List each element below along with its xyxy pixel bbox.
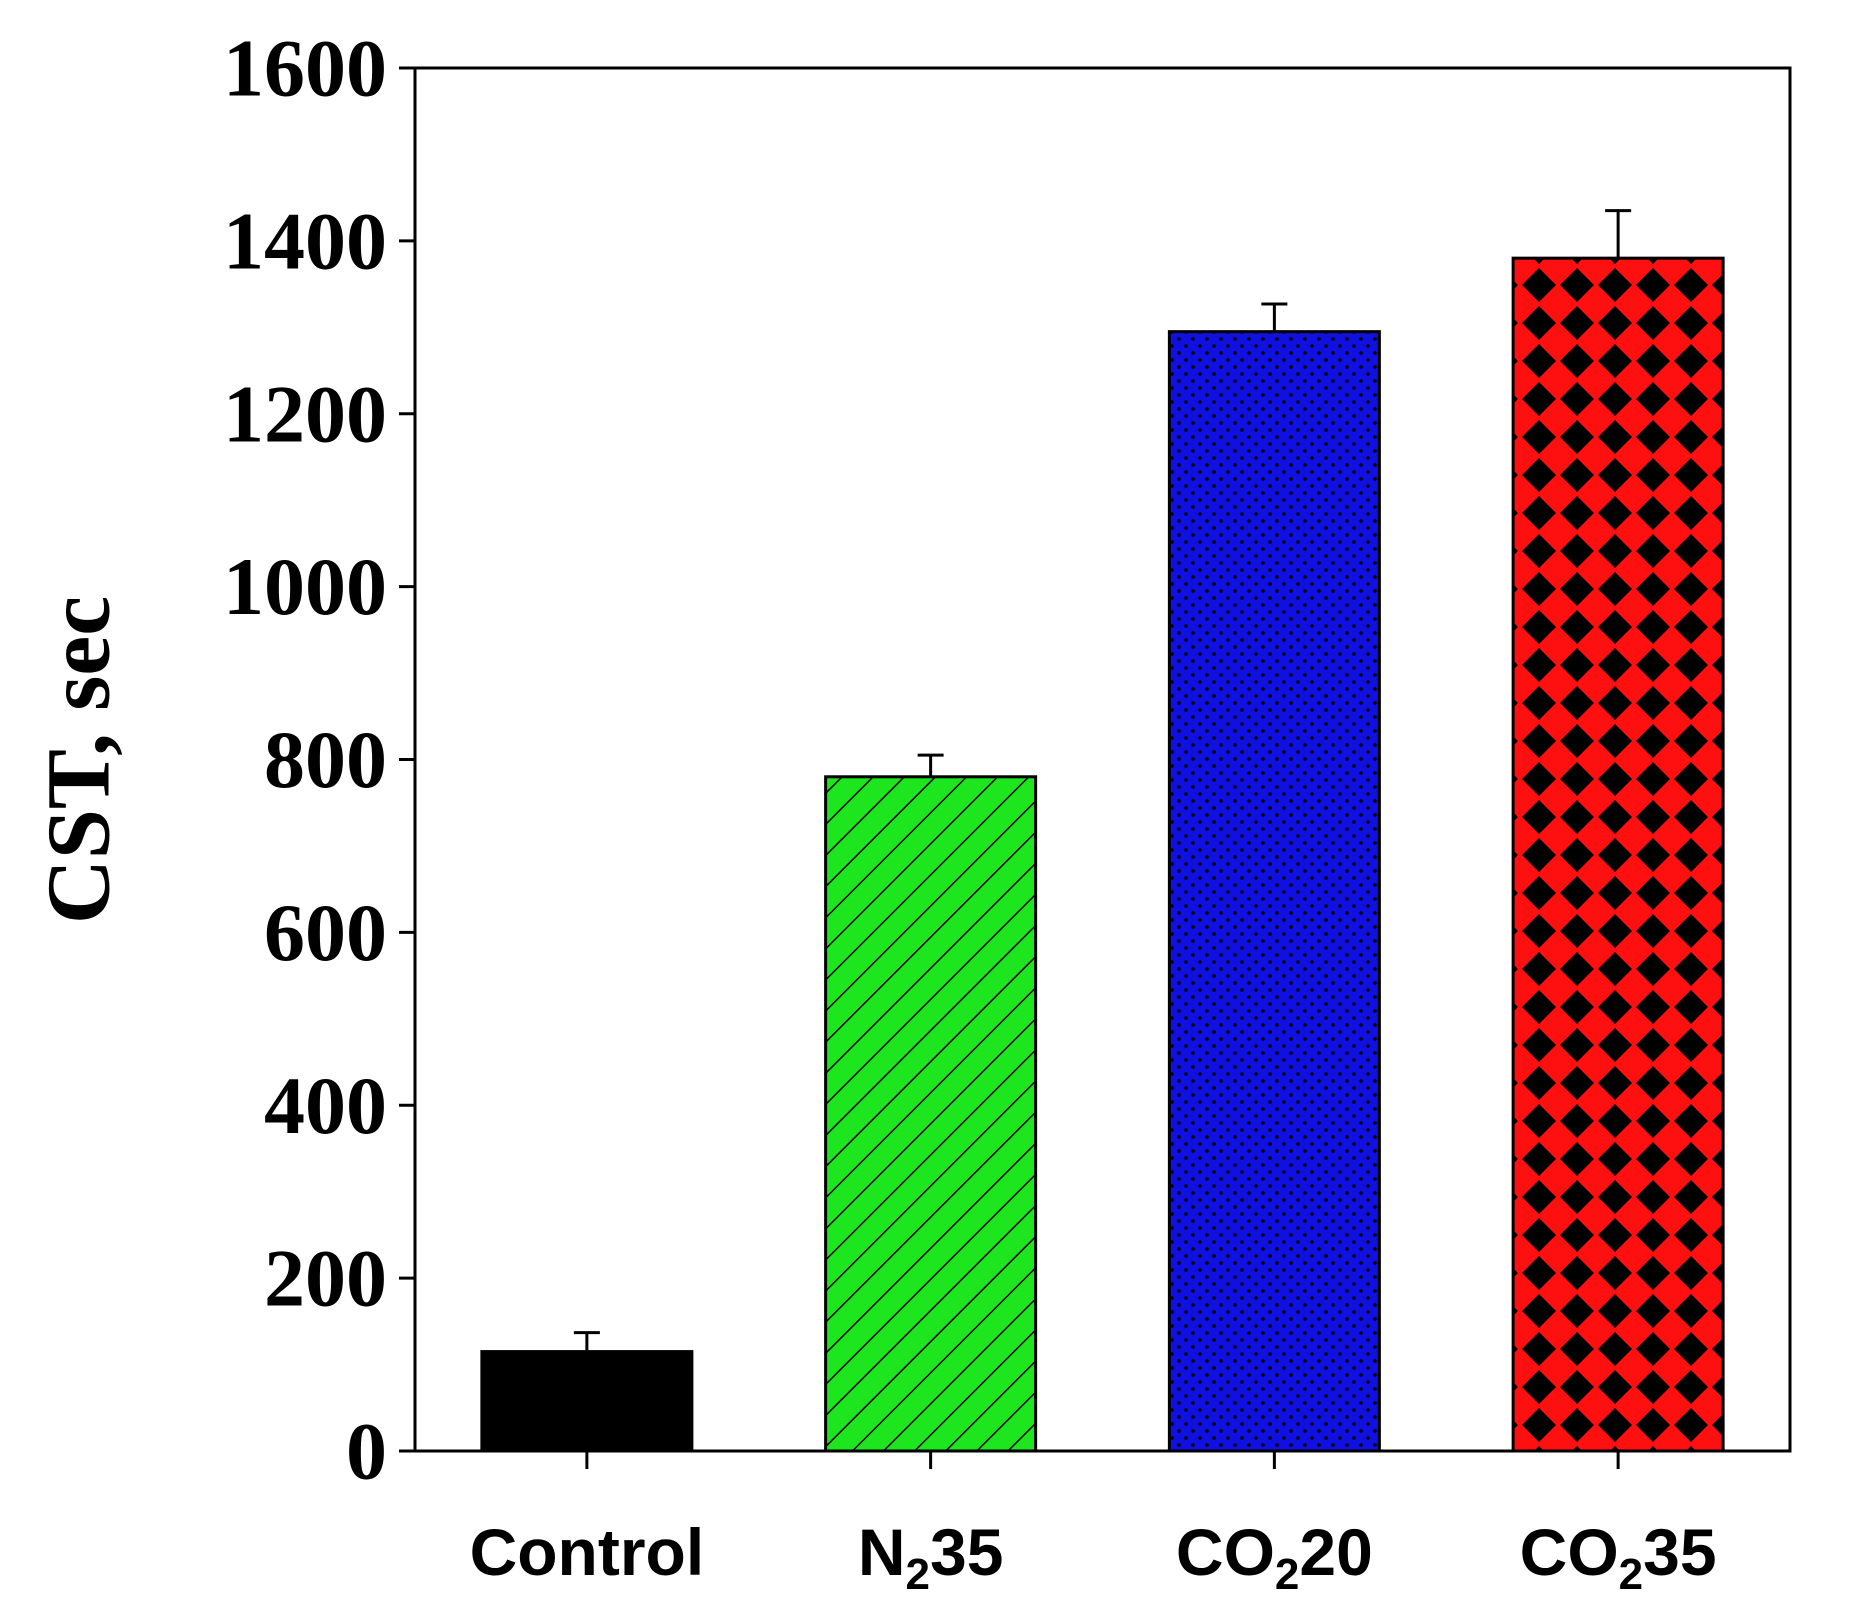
- bars: [480, 256, 1725, 1453]
- y-axis-title: CST, sec: [30, 596, 129, 924]
- y-tick-label: 1600: [223, 23, 387, 114]
- x-tick-label: CO220: [1176, 1515, 1373, 1599]
- x-tick-label-suffix: 35: [1643, 1515, 1716, 1589]
- y-tick-label: 600: [264, 887, 387, 978]
- error-bar: [1605, 209, 1632, 259]
- x-tick-label-main: CO: [1176, 1515, 1275, 1589]
- y-axis-tick-labels: 0 200 400 600 800 1000 1200 1400 1600: [223, 23, 387, 1497]
- y-tick-label: 0: [346, 1406, 387, 1497]
- error-bar: [917, 753, 944, 777]
- y-tick-label: 400: [264, 1060, 387, 1151]
- x-axis-category-labels: Control N235 CO220 CO235: [470, 1515, 1717, 1599]
- x-tick-label-main: CO: [1520, 1515, 1619, 1589]
- x-tick-label-suffix: 35: [930, 1515, 1003, 1589]
- x-tick-label: Control: [470, 1515, 705, 1589]
- x-tick-label-subscript: 2: [906, 1550, 930, 1599]
- bar-control: [480, 1350, 694, 1453]
- x-tick-label-suffix: 20: [1299, 1515, 1372, 1589]
- x-tick-label-main: N: [858, 1515, 906, 1589]
- y-axis-ticks: [399, 66, 415, 1453]
- y-tick-label: 1000: [223, 541, 387, 632]
- y-tick-label: 1200: [223, 368, 387, 459]
- bar-co235: [1511, 256, 1725, 1453]
- x-tick-label-subscript: 2: [1619, 1550, 1643, 1599]
- x-tick-label-main: Control: [470, 1515, 705, 1589]
- y-tick-label: 200: [264, 1233, 387, 1324]
- error-bar: [573, 1331, 600, 1352]
- bar-co220: [1167, 330, 1381, 1453]
- x-tick-label-subscript: 2: [1275, 1550, 1299, 1599]
- x-axis-ticks: [585, 1451, 1620, 1469]
- x-tick-label: N235: [858, 1515, 1004, 1599]
- error-bar: [1261, 302, 1288, 332]
- bar-n235: [824, 775, 1038, 1453]
- error-bars: [573, 209, 1632, 1352]
- y-tick-label: 800: [264, 714, 387, 805]
- x-tick-label: CO235: [1520, 1515, 1717, 1599]
- y-tick-label: 1400: [223, 195, 387, 286]
